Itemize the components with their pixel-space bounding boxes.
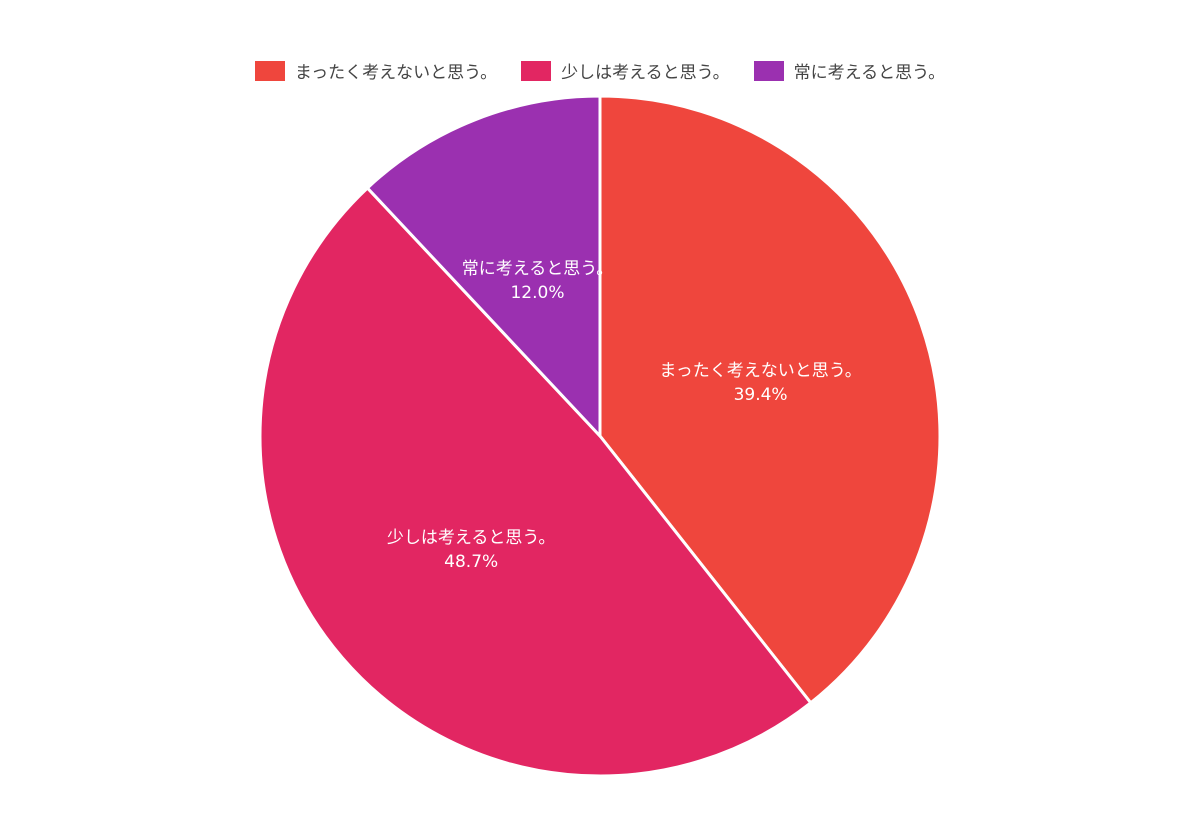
slice-value-label: 48.7%: [444, 552, 498, 572]
legend-item[interactable]: 少しは考えると思う。: [521, 58, 730, 83]
slice-category-label: 少しは考えると思う。: [387, 528, 555, 548]
legend-item[interactable]: まったく考えないと思う。: [254, 58, 498, 83]
legend-item[interactable]: 常に考えると思う。: [753, 58, 946, 83]
legend: まったく考えないと思う。 少しは考えると思う。 常に考えると思う。: [0, 58, 1200, 83]
pie-labels: まったく考えないと思う。 39.4% 少しは考えると思う。 48.7% 常に考えると思う…: [387, 259, 862, 572]
legend-swatch: [521, 60, 552, 81]
legend-label: まったく考えないと思う。: [294, 63, 498, 83]
legend-label: 常に考えると思う。: [793, 63, 946, 83]
pie-slice[interactable]: [258, 185, 813, 778]
pie-slice[interactable]: [365, 94, 602, 440]
slice-category-label: 常に考えると思う。: [462, 259, 613, 279]
pie-slice[interactable]: [598, 94, 942, 705]
slice-category-label: まったく考えないと思う。: [659, 361, 861, 381]
legend-swatch: [753, 60, 784, 81]
pie-slices: [258, 94, 942, 778]
legend-swatch: [254, 60, 285, 81]
slice-value-label: 12.0%: [510, 283, 564, 303]
slice-value-label: 39.4%: [734, 385, 788, 405]
legend-label: 少しは考えると思う。: [561, 63, 730, 83]
